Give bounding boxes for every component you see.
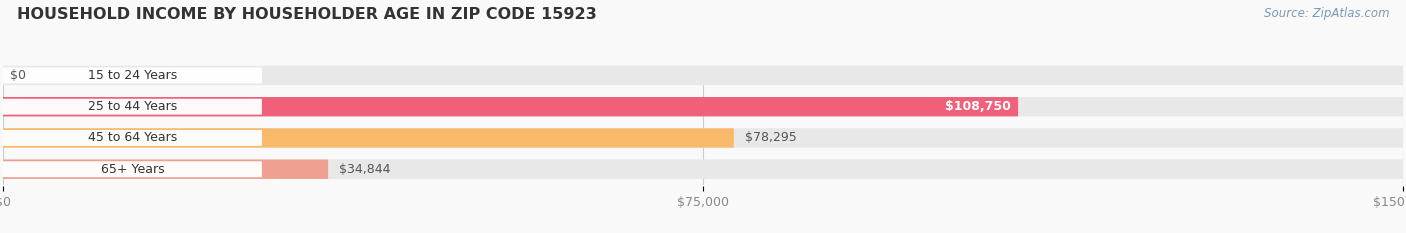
FancyBboxPatch shape xyxy=(3,128,734,148)
Text: Source: ZipAtlas.com: Source: ZipAtlas.com xyxy=(1264,7,1389,20)
Text: 25 to 44 Years: 25 to 44 Years xyxy=(87,100,177,113)
Text: $0: $0 xyxy=(10,69,25,82)
Text: $34,844: $34,844 xyxy=(339,163,391,176)
FancyBboxPatch shape xyxy=(3,160,1403,179)
Text: HOUSEHOLD INCOME BY HOUSEHOLDER AGE IN ZIP CODE 15923: HOUSEHOLD INCOME BY HOUSEHOLDER AGE IN Z… xyxy=(17,7,596,22)
Text: $78,295: $78,295 xyxy=(745,131,797,144)
FancyBboxPatch shape xyxy=(3,97,1018,116)
FancyBboxPatch shape xyxy=(3,128,1403,148)
FancyBboxPatch shape xyxy=(3,99,262,115)
FancyBboxPatch shape xyxy=(3,161,262,177)
FancyBboxPatch shape xyxy=(3,66,1403,85)
FancyBboxPatch shape xyxy=(3,130,262,146)
Text: $108,750: $108,750 xyxy=(945,100,1011,113)
FancyBboxPatch shape xyxy=(3,97,1403,116)
Text: 45 to 64 Years: 45 to 64 Years xyxy=(87,131,177,144)
FancyBboxPatch shape xyxy=(3,68,262,83)
Text: 15 to 24 Years: 15 to 24 Years xyxy=(87,69,177,82)
Text: 65+ Years: 65+ Years xyxy=(101,163,165,176)
FancyBboxPatch shape xyxy=(3,160,328,179)
